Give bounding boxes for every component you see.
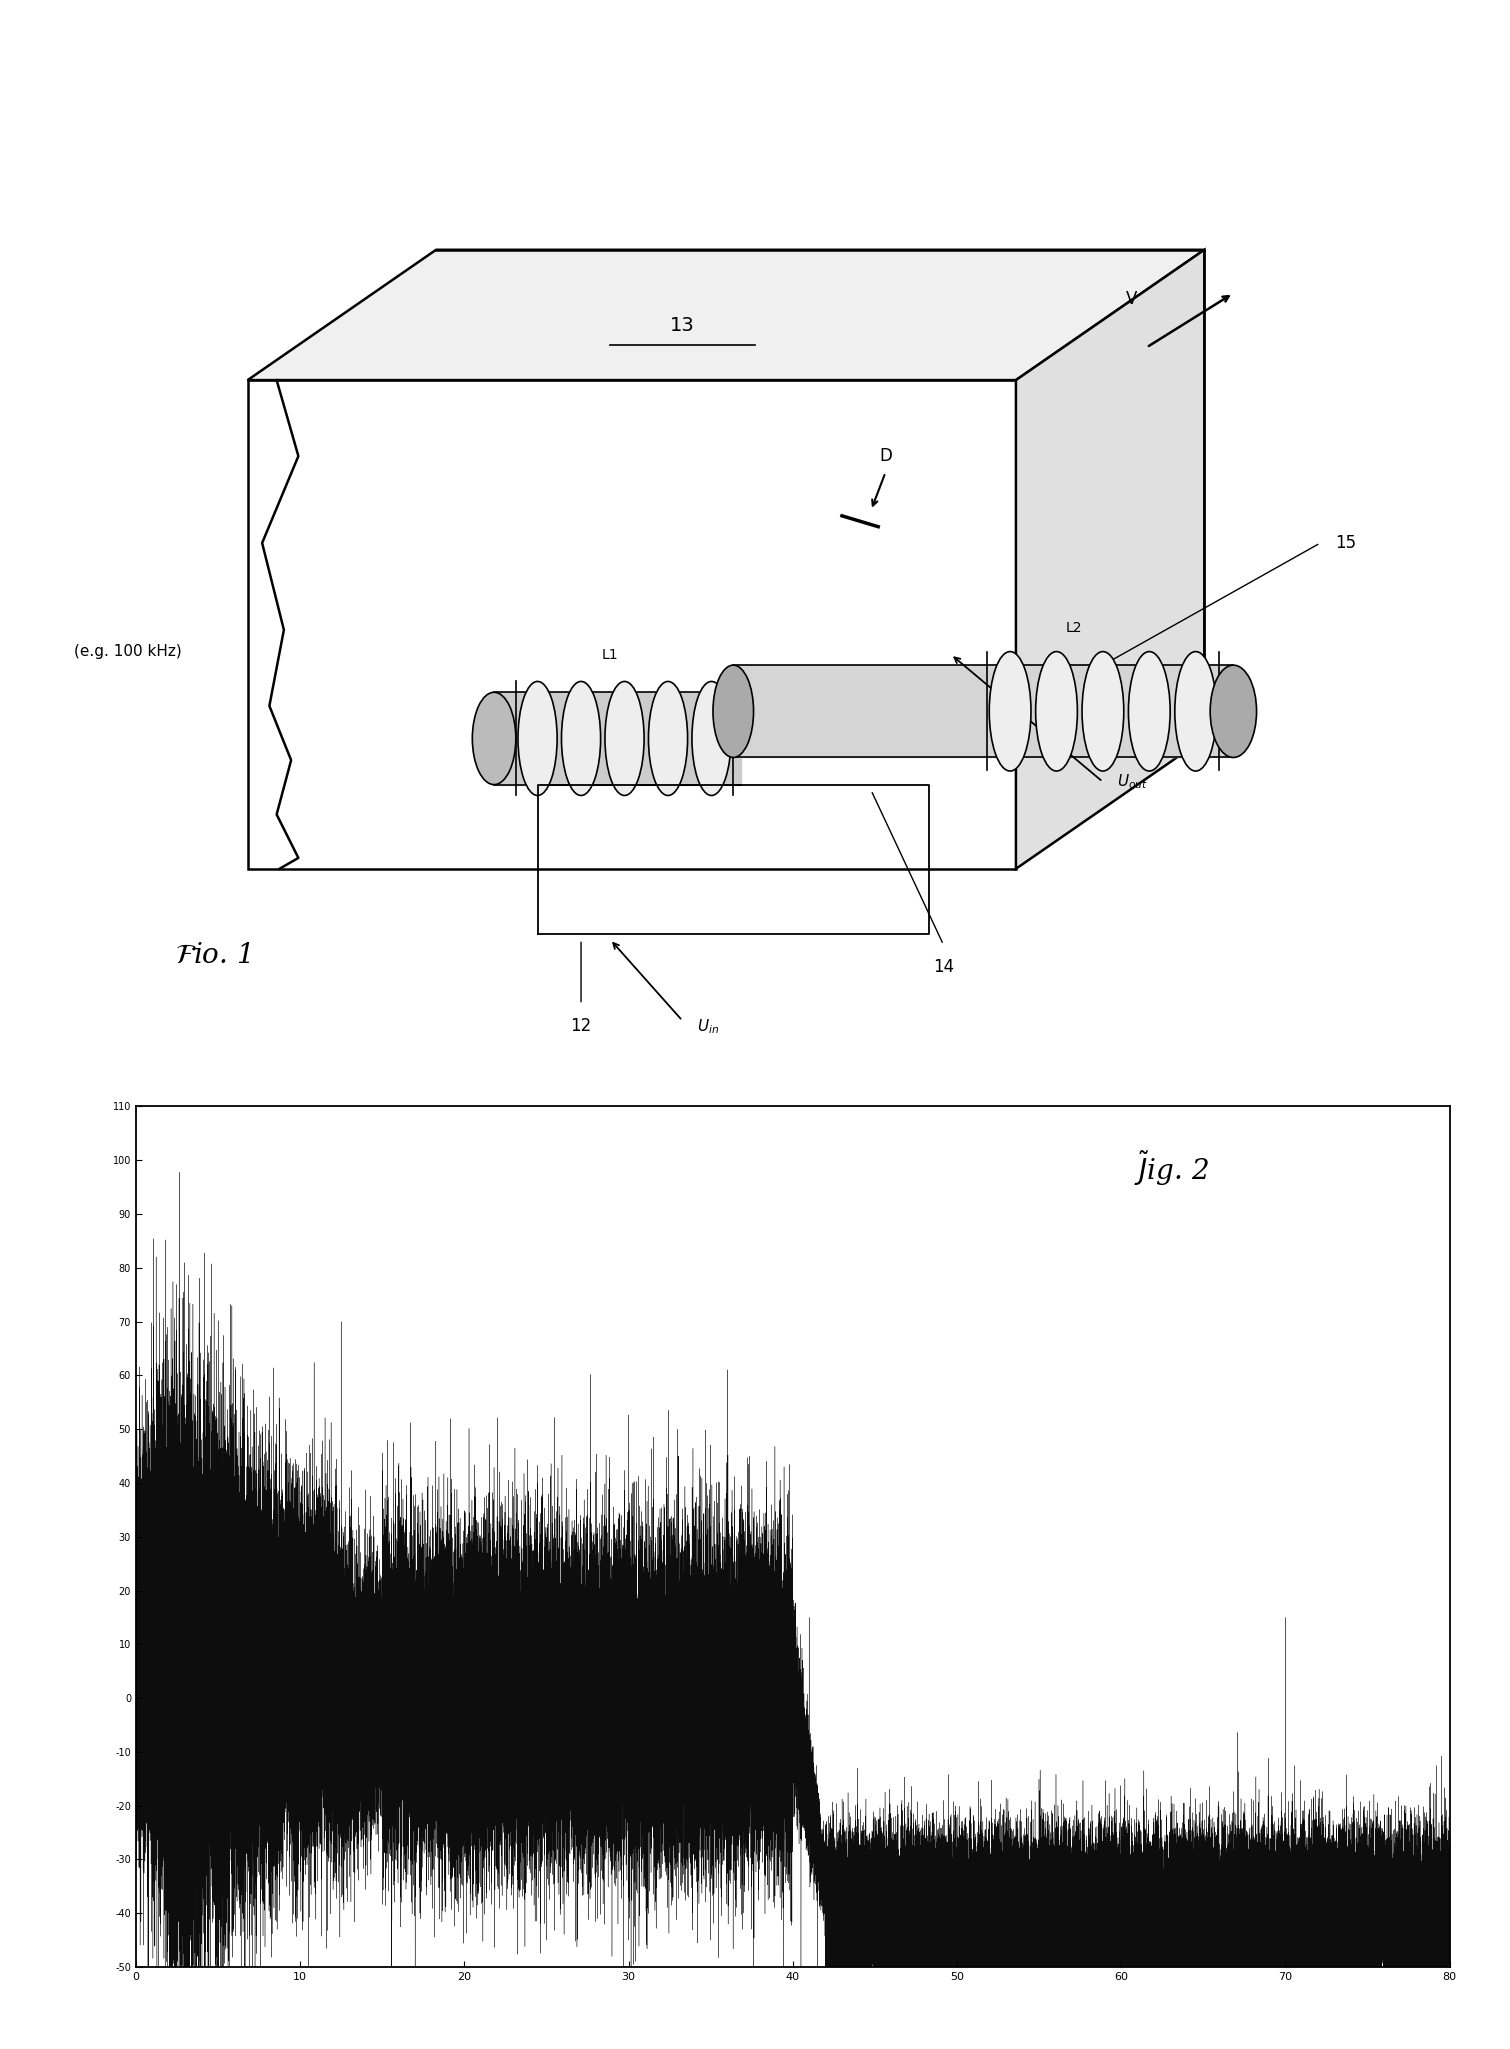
- Ellipse shape: [562, 682, 601, 795]
- Text: $\mathcal{F}$io. 1: $\mathcal{F}$io. 1: [175, 943, 251, 969]
- Ellipse shape: [648, 682, 687, 795]
- Ellipse shape: [989, 652, 1031, 770]
- Text: 15: 15: [1335, 535, 1356, 551]
- Ellipse shape: [1128, 652, 1170, 770]
- Text: (e.g. 100 kHz): (e.g. 100 kHz): [74, 643, 181, 660]
- Ellipse shape: [1036, 652, 1078, 770]
- Text: 13: 13: [670, 316, 695, 336]
- Ellipse shape: [1175, 652, 1217, 770]
- Ellipse shape: [606, 682, 645, 795]
- Ellipse shape: [518, 682, 557, 795]
- Polygon shape: [248, 381, 1016, 869]
- Ellipse shape: [713, 666, 753, 758]
- Text: L1: L1: [601, 647, 619, 662]
- Text: 12: 12: [571, 1016, 592, 1035]
- Ellipse shape: [1083, 652, 1123, 770]
- Ellipse shape: [1210, 666, 1256, 758]
- Ellipse shape: [692, 682, 731, 795]
- Polygon shape: [248, 250, 1205, 381]
- Text: $\widetilde{J}$ig. 2: $\widetilde{J}$ig. 2: [1134, 1149, 1210, 1188]
- Text: L2: L2: [1066, 621, 1083, 635]
- Polygon shape: [1016, 250, 1205, 869]
- Ellipse shape: [473, 693, 516, 785]
- Text: D: D: [879, 447, 892, 465]
- Text: $U_{in}$: $U_{in}$: [698, 1016, 719, 1035]
- Text: V: V: [1126, 289, 1137, 307]
- Text: 14: 14: [933, 957, 954, 975]
- Text: $U_{out}$: $U_{out}$: [1117, 772, 1149, 791]
